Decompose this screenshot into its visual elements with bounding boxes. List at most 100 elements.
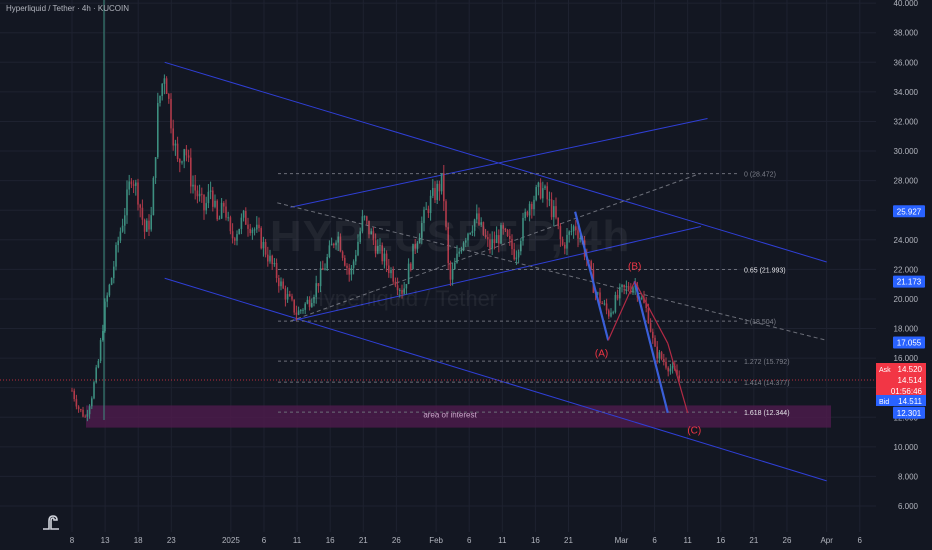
x-tick-label: Feb — [429, 536, 443, 545]
candle-body — [80, 409, 82, 411]
candle-body — [623, 284, 625, 288]
x-tick-label: 6 — [262, 536, 267, 545]
candle-body — [82, 409, 84, 417]
candle-body — [352, 261, 355, 268]
candle-body — [196, 190, 199, 197]
candle-body — [632, 287, 634, 293]
wave-line — [607, 280, 636, 341]
channel-line — [290, 118, 708, 208]
y-tick-label: 8.000 — [898, 472, 919, 481]
candle-body — [388, 265, 390, 274]
x-tick-label: 13 — [101, 536, 110, 545]
candle-body — [71, 390, 73, 392]
candle-body — [223, 202, 225, 207]
candle-body — [506, 230, 509, 236]
candle-body — [669, 368, 672, 372]
candle-body — [405, 284, 408, 289]
x-tick-label: 18 — [134, 536, 143, 545]
candle-body — [524, 211, 526, 218]
marker-21173-bg — [893, 275, 925, 288]
candle-body — [269, 255, 271, 262]
candle-body — [190, 157, 192, 187]
price-stack-bg — [876, 374, 926, 385]
candle-body — [383, 253, 386, 262]
candle-body — [414, 243, 416, 249]
candle-body — [658, 352, 661, 359]
x-axis[interactable]: 8 13 18 23 2025 6 11 16 21 26 Feb 6 11 16 21 Mar 6 11 16 21… — [70, 536, 863, 545]
candle-body — [550, 199, 553, 218]
y-tick-label: 36.000 — [894, 58, 919, 67]
candle-body — [73, 390, 75, 400]
candle-body — [392, 269, 394, 282]
candle-body — [267, 254, 269, 262]
candle-body — [201, 193, 203, 195]
candle-body — [418, 237, 421, 244]
candle-body — [608, 310, 610, 317]
candle-body — [161, 83, 163, 96]
candle-body — [214, 200, 216, 207]
candle-body — [603, 303, 606, 305]
x-tick-label: Mar — [615, 536, 629, 545]
y-tick-label: 30.000 — [894, 147, 919, 156]
candle-body — [489, 239, 491, 249]
y-tick-label: 22.000 — [894, 265, 919, 274]
fib-level-label: 0 (28.472) — [744, 172, 776, 179]
candle-body — [399, 290, 401, 292]
candle-body — [660, 352, 663, 360]
candle-body — [627, 286, 630, 290]
x-tick-label: 26 — [783, 536, 792, 545]
candle-body — [225, 206, 227, 218]
candle-body — [649, 322, 652, 332]
candle-body — [462, 242, 465, 250]
y-tick-label: 24.000 — [894, 236, 919, 245]
elliott-wave: (A) (B) (C) — [574, 211, 701, 437]
candle-body — [209, 190, 212, 192]
candle-body — [491, 239, 493, 249]
candle-body — [511, 238, 513, 250]
y-axis[interactable]: 6.0008.00010.00012.00014.00016.00018.000… — [876, 0, 926, 511]
candle-body — [363, 216, 366, 218]
candle-body — [256, 224, 258, 230]
candle-body — [194, 184, 196, 191]
x-tick-label: 6 — [652, 536, 657, 545]
candle-body — [218, 218, 221, 220]
candle-body — [469, 232, 471, 234]
fib-level-label: 1 (18.504) — [744, 319, 776, 326]
marker-21173: 21.173 — [897, 278, 922, 287]
candle-body — [471, 230, 474, 233]
marker-25927-bg — [893, 205, 925, 218]
candle-body — [377, 245, 379, 254]
candle-body — [198, 193, 201, 197]
candle-body — [504, 228, 507, 231]
candle-body — [570, 231, 573, 233]
candle-body — [319, 268, 322, 287]
candle-body — [410, 263, 412, 270]
candle-body — [236, 234, 238, 241]
candle-body — [588, 260, 590, 262]
candle-body — [678, 375, 680, 379]
candle-body — [172, 128, 174, 146]
candle-body — [77, 406, 80, 410]
x-tick-label: 11 — [498, 536, 507, 545]
candle-body — [212, 190, 214, 207]
candle-body — [597, 292, 599, 294]
area-of-interest-box — [86, 405, 831, 428]
candle-body — [434, 187, 436, 201]
wave-line — [574, 211, 610, 341]
candle-body — [535, 187, 537, 200]
candle-body — [231, 231, 234, 239]
tradingview-logo-icon[interactable] — [40, 512, 62, 532]
candle-body — [234, 238, 236, 241]
candle-body — [381, 245, 383, 262]
candle-body — [291, 296, 293, 300]
candle-body — [205, 203, 207, 211]
candle-body — [533, 199, 535, 210]
candle-body — [240, 217, 243, 229]
candle-body — [88, 406, 91, 415]
candle-body — [509, 235, 511, 239]
candle-body — [478, 213, 480, 225]
candle-body — [663, 359, 665, 362]
candle-body — [502, 225, 504, 229]
candle-body — [273, 262, 276, 265]
